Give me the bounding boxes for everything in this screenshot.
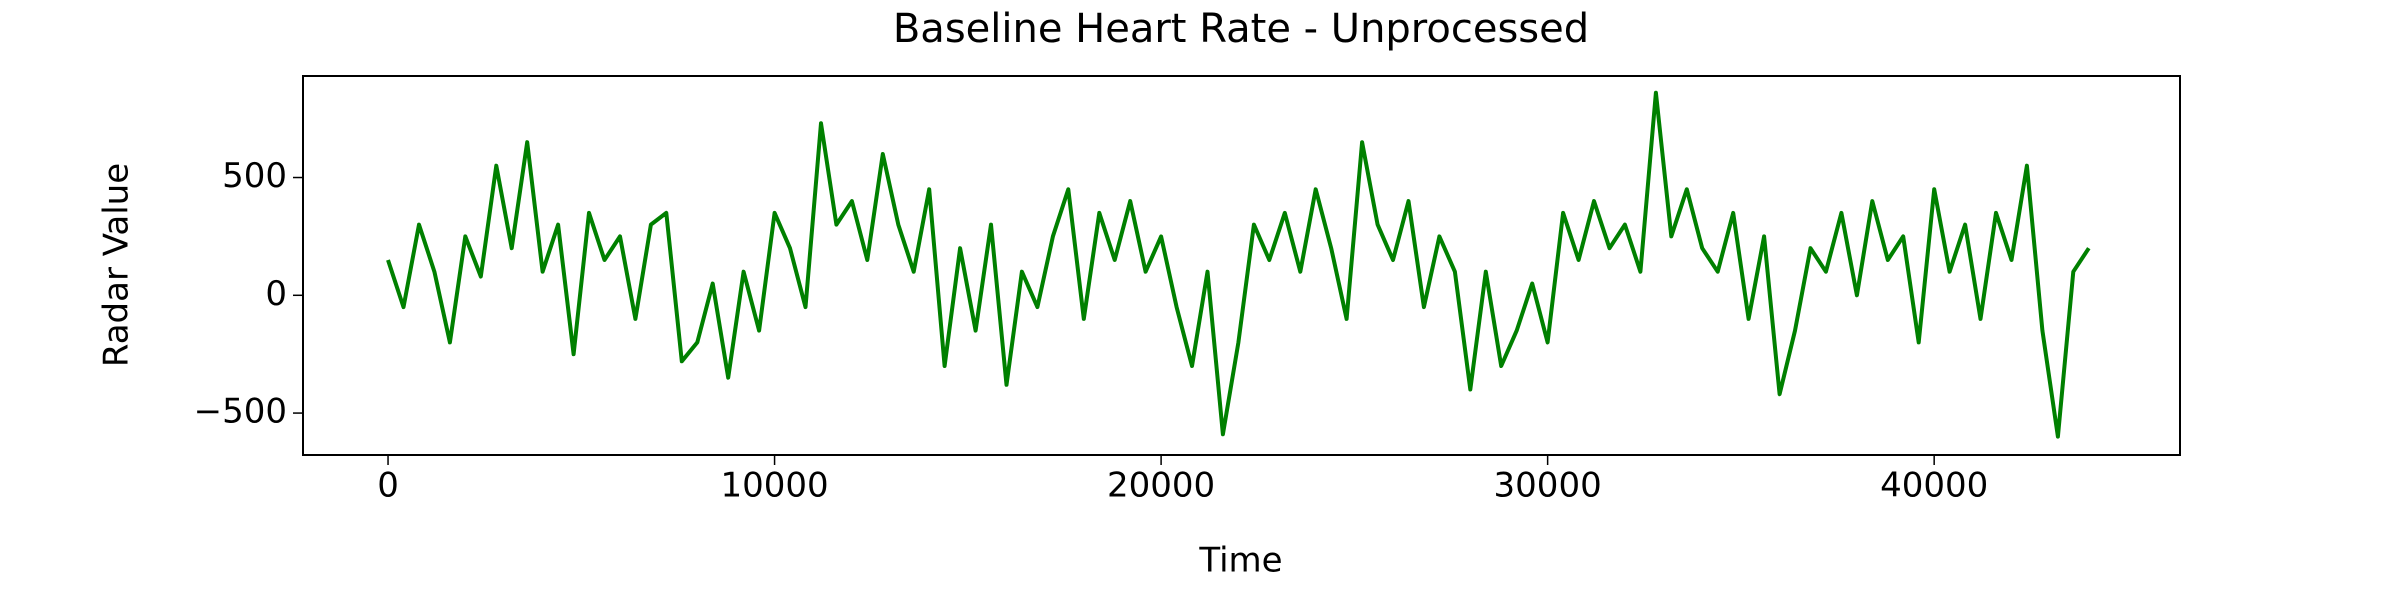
x-tick-label: 0	[377, 466, 399, 506]
x-tick-label: 30000	[1494, 466, 1602, 506]
x-tick-label: 20000	[1107, 466, 1215, 506]
y-axis-label: Radar Value	[97, 163, 137, 367]
data-line	[386, 90, 2091, 439]
x-tick-label: 10000	[720, 466, 828, 506]
y-tick-label: 500	[222, 156, 287, 196]
x-axis-label: Time	[1198, 541, 1282, 581]
plot-frame	[302, 75, 2181, 456]
y-tick-label: 0	[265, 274, 287, 314]
chart-title: Baseline Heart Rate - Unprocessed	[893, 6, 1589, 52]
x-tick-label: 40000	[1880, 466, 1988, 506]
y-tick-label: −500	[194, 392, 287, 432]
